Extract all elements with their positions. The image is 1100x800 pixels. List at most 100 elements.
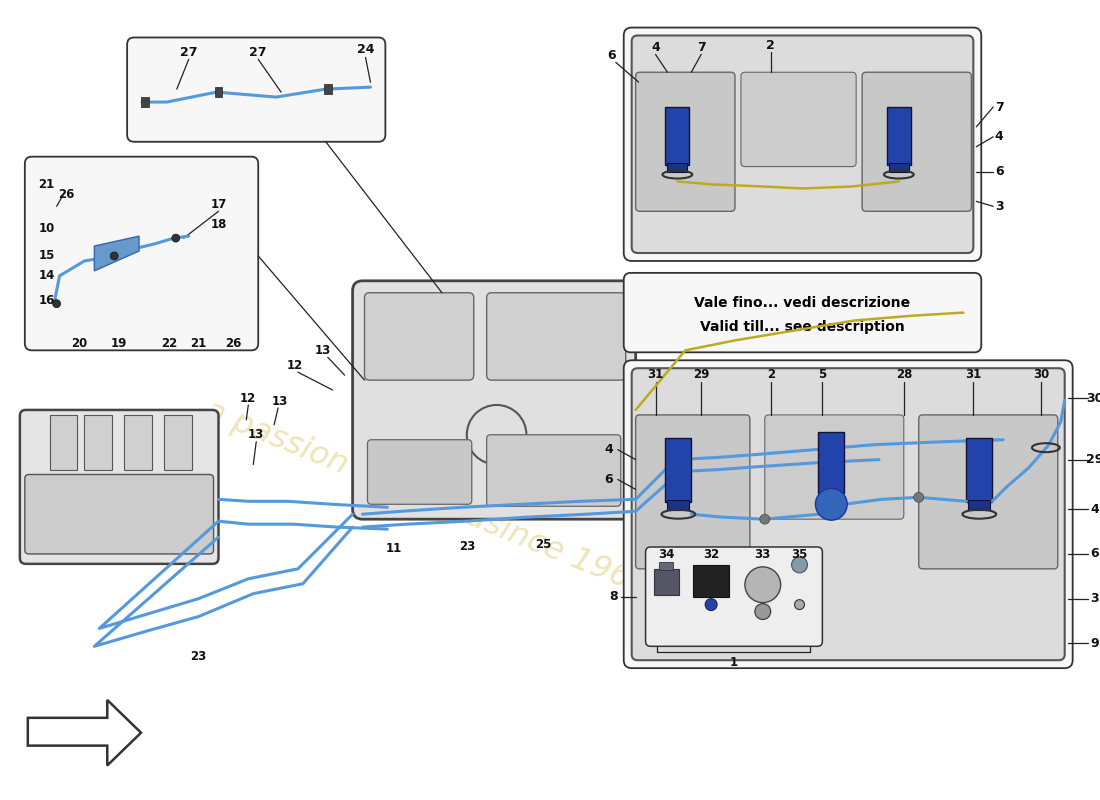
FancyBboxPatch shape [862, 72, 971, 211]
Text: 32: 32 [703, 549, 719, 562]
Bar [666, 438, 691, 502]
Text: 4: 4 [605, 443, 613, 456]
FancyBboxPatch shape [741, 72, 856, 166]
FancyBboxPatch shape [636, 415, 750, 569]
Text: 18: 18 [210, 218, 227, 230]
Text: 3: 3 [1090, 592, 1099, 605]
Text: 24: 24 [356, 43, 374, 56]
FancyBboxPatch shape [25, 157, 258, 350]
Text: 12: 12 [240, 391, 256, 405]
Bar [693, 565, 729, 597]
FancyBboxPatch shape [646, 547, 823, 646]
FancyBboxPatch shape [353, 281, 636, 519]
Bar [818, 432, 844, 494]
Text: 31: 31 [965, 368, 981, 381]
Text: 13: 13 [272, 395, 288, 409]
Text: 6: 6 [994, 165, 1003, 178]
Text: 30: 30 [1033, 368, 1049, 381]
Circle shape [914, 492, 924, 502]
Text: 11: 11 [386, 542, 403, 555]
FancyBboxPatch shape [624, 360, 1072, 668]
Text: 26: 26 [226, 337, 242, 350]
Bar [887, 107, 911, 165]
Text: 13: 13 [315, 344, 331, 357]
Circle shape [110, 252, 118, 260]
FancyBboxPatch shape [624, 273, 981, 352]
Text: 23: 23 [190, 650, 207, 662]
Text: 17: 17 [210, 198, 227, 211]
Text: 31: 31 [648, 368, 663, 381]
Text: 7: 7 [696, 41, 705, 54]
Text: 30: 30 [1086, 391, 1100, 405]
Text: 6: 6 [607, 49, 616, 62]
Text: 28: 28 [895, 368, 912, 381]
Bar [323, 84, 332, 94]
Bar [124, 415, 152, 470]
Polygon shape [95, 236, 139, 271]
FancyBboxPatch shape [636, 72, 735, 211]
Text: 1: 1 [730, 656, 738, 669]
FancyBboxPatch shape [367, 440, 472, 504]
Text: 10: 10 [39, 222, 55, 234]
Text: 16: 16 [39, 294, 55, 307]
Text: 19: 19 [111, 337, 128, 350]
Bar [141, 97, 149, 107]
Text: a passion for exclusince 1965: a passion for exclusince 1965 [200, 396, 653, 603]
Text: 2: 2 [767, 368, 774, 381]
Text: 22: 22 [161, 337, 177, 350]
Bar [660, 562, 673, 570]
FancyBboxPatch shape [486, 293, 626, 380]
Circle shape [760, 514, 770, 524]
FancyBboxPatch shape [631, 368, 1065, 660]
FancyBboxPatch shape [20, 410, 219, 564]
Bar [666, 107, 690, 165]
Circle shape [53, 300, 60, 308]
Text: 15: 15 [39, 250, 55, 262]
Polygon shape [28, 700, 141, 766]
Bar [214, 87, 222, 97]
Text: 23: 23 [459, 541, 475, 554]
Bar [968, 500, 990, 510]
Text: 4: 4 [994, 130, 1003, 143]
Text: 7: 7 [994, 101, 1003, 114]
Bar [668, 162, 688, 171]
Text: 12: 12 [287, 358, 304, 372]
Circle shape [705, 598, 717, 610]
Text: 13: 13 [249, 428, 264, 442]
Circle shape [794, 600, 804, 610]
Circle shape [792, 557, 807, 573]
Text: 34: 34 [658, 549, 674, 562]
Text: Valid till... see description: Valid till... see description [700, 321, 905, 334]
Text: 2: 2 [767, 39, 775, 52]
Bar [85, 415, 112, 470]
Text: 3: 3 [994, 200, 1003, 213]
Text: 26: 26 [58, 188, 75, 201]
Text: 20: 20 [72, 337, 88, 350]
FancyBboxPatch shape [364, 293, 474, 380]
Bar [967, 438, 992, 502]
Text: 6: 6 [1090, 547, 1099, 561]
FancyBboxPatch shape [128, 38, 385, 142]
Text: 9: 9 [1090, 637, 1099, 650]
Text: 4: 4 [651, 41, 660, 54]
FancyBboxPatch shape [631, 35, 974, 253]
Text: 29: 29 [1086, 453, 1100, 466]
Text: Vale fino... vedi descrizione: Vale fino... vedi descrizione [694, 296, 911, 310]
Bar [889, 162, 909, 171]
FancyBboxPatch shape [624, 27, 981, 261]
Circle shape [745, 567, 781, 602]
Text: 33: 33 [755, 549, 771, 562]
Circle shape [172, 234, 179, 242]
Bar [653, 569, 680, 594]
Text: 6: 6 [605, 473, 613, 486]
Text: 14: 14 [39, 270, 55, 282]
FancyBboxPatch shape [25, 474, 213, 554]
Circle shape [755, 604, 771, 619]
Text: 27: 27 [250, 46, 267, 59]
Text: 35: 35 [791, 549, 807, 562]
FancyBboxPatch shape [764, 415, 904, 519]
Text: 21: 21 [39, 178, 55, 191]
Text: 27: 27 [180, 46, 198, 59]
Circle shape [815, 488, 847, 520]
Text: 25: 25 [535, 538, 551, 550]
